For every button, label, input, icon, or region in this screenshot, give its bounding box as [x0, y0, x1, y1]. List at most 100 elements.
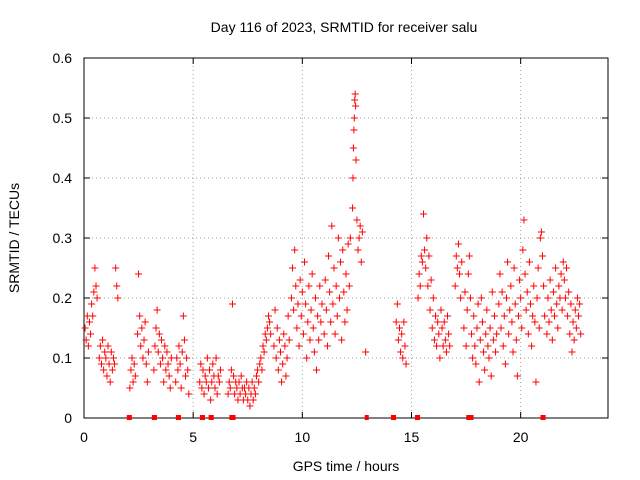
data-point [294, 300, 302, 308]
data-point [350, 114, 358, 122]
data-point [325, 252, 333, 260]
data-point [266, 318, 274, 326]
data-point [441, 336, 449, 344]
data-point [135, 270, 143, 278]
data-point [206, 366, 214, 374]
data-point [421, 246, 429, 254]
x-tick-label: 15 [404, 429, 420, 445]
data-point [258, 366, 266, 374]
data-point [476, 336, 484, 344]
data-point [97, 360, 105, 368]
x-tick-label: 20 [513, 429, 529, 445]
data-point [109, 354, 117, 362]
data-point [505, 330, 513, 338]
data-point [246, 402, 254, 410]
data-point [444, 312, 452, 320]
y-tick-label: 0.4 [53, 170, 73, 186]
data-point [335, 294, 343, 302]
data-point [416, 282, 424, 290]
gap-marker [364, 415, 369, 420]
data-point [216, 366, 224, 374]
data-point [283, 354, 291, 362]
data-point [482, 330, 490, 338]
data-point [309, 324, 317, 332]
data-point [510, 264, 518, 272]
data-points [81, 90, 585, 410]
data-point [166, 384, 174, 392]
data-point [164, 360, 172, 368]
data-point [414, 294, 422, 302]
data-point [401, 342, 409, 350]
data-point [426, 306, 434, 314]
data-point [496, 270, 504, 278]
data-point [277, 348, 284, 356]
data-point [442, 348, 450, 356]
data-point [362, 348, 370, 356]
data-point [154, 348, 162, 356]
data-point [160, 378, 168, 386]
data-point [138, 324, 146, 332]
data-point [156, 360, 164, 368]
data-point [495, 300, 503, 308]
data-point [308, 270, 316, 278]
data-point [520, 216, 528, 224]
data-point [142, 360, 150, 368]
data-point [352, 156, 360, 164]
data-point [310, 348, 318, 356]
data-point [533, 294, 541, 302]
data-point [182, 372, 190, 380]
data-point [559, 258, 567, 266]
data-point [178, 348, 186, 356]
data-point [96, 342, 104, 350]
data-point [208, 378, 216, 386]
data-point [439, 342, 447, 350]
data-point [257, 354, 265, 362]
data-point [456, 270, 464, 278]
data-point [420, 210, 428, 218]
data-point [293, 324, 301, 332]
data-point [490, 312, 498, 320]
data-point [465, 252, 473, 260]
data-point [340, 288, 348, 296]
data-point [88, 300, 96, 308]
gap-marker [467, 415, 472, 420]
data-point [155, 330, 163, 338]
data-point [487, 372, 495, 380]
data-point [165, 372, 173, 380]
data-point [452, 252, 460, 260]
data-point [176, 360, 184, 368]
data-point [322, 306, 330, 314]
data-point [469, 354, 477, 362]
data-point [338, 336, 346, 344]
data-point [415, 270, 423, 278]
data-point [260, 348, 268, 356]
data-point [130, 360, 138, 368]
data-point [274, 366, 282, 374]
data-point [471, 342, 479, 350]
data-point [280, 330, 288, 338]
data-point [422, 264, 430, 272]
data-point [104, 342, 112, 350]
data-point [354, 246, 362, 254]
data-point [95, 354, 103, 362]
data-point [507, 282, 515, 290]
data-point [112, 264, 120, 272]
data-point [282, 372, 290, 380]
data-point [488, 288, 496, 296]
data-point [466, 294, 474, 302]
data-point [514, 312, 522, 320]
data-point [184, 366, 192, 374]
data-point [82, 336, 90, 344]
data-point [339, 246, 347, 254]
data-point [351, 90, 359, 98]
data-point [235, 378, 243, 386]
data-point [136, 312, 144, 320]
data-point [204, 384, 212, 392]
data-point [345, 282, 353, 290]
data-point [546, 276, 554, 284]
data-point [224, 390, 232, 398]
data-point [523, 288, 531, 296]
data-point [346, 234, 354, 242]
gap-markers [126, 415, 546, 420]
